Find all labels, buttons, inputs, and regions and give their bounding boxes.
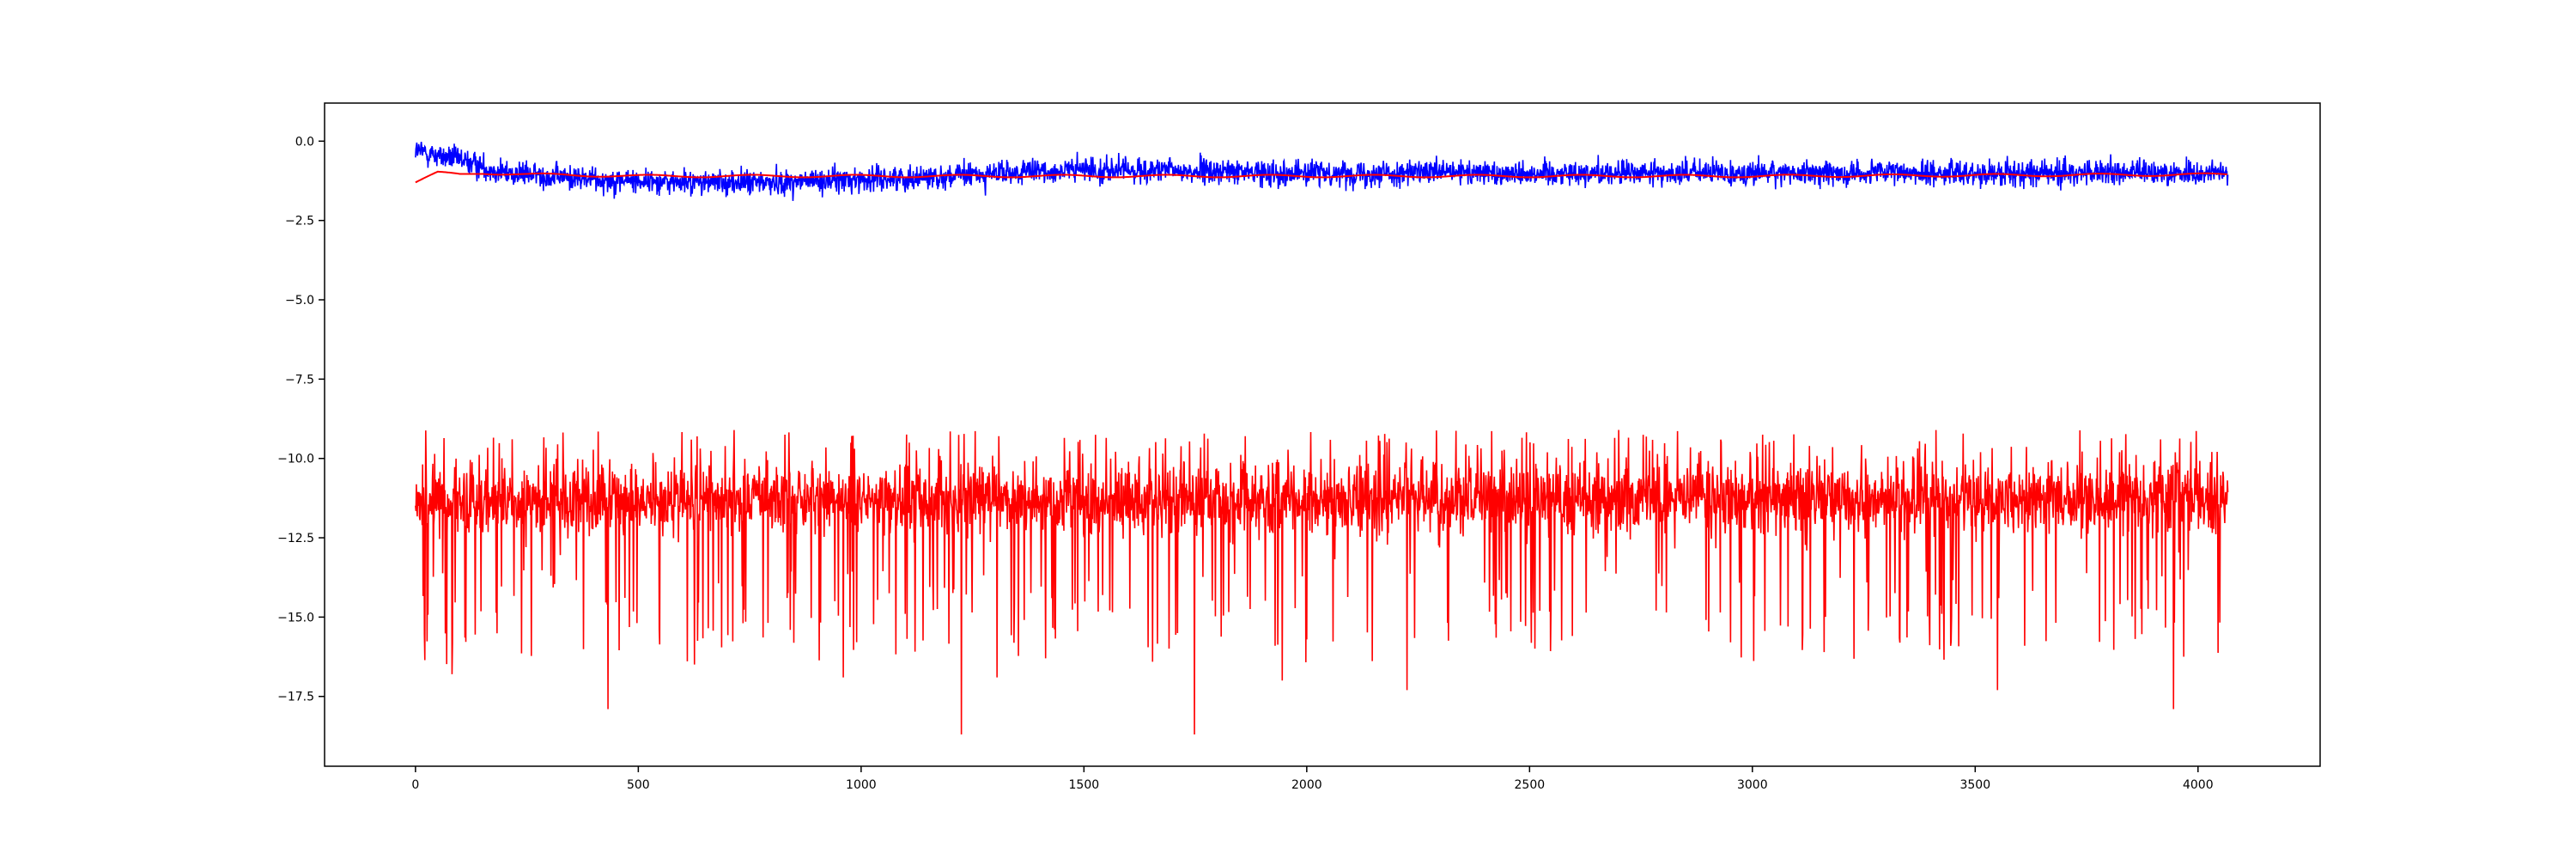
x-tick-label: 500 <box>627 778 650 792</box>
x-tick-label: 1500 <box>1069 778 1100 792</box>
y-tick-label: −5.0 <box>285 294 314 308</box>
y-tick-label: −2.5 <box>285 215 314 228</box>
y-tick-label: −7.5 <box>285 373 314 387</box>
y-tick-label: −10.0 <box>277 453 314 466</box>
x-tick-label: 2000 <box>1291 778 1322 792</box>
x-tick-label: 3000 <box>1737 778 1768 792</box>
y-tick-label: 0.0 <box>295 135 314 149</box>
x-tick-label: 2500 <box>1515 778 1546 792</box>
x-tick-label: 4000 <box>2183 778 2214 792</box>
series-red-line <box>415 430 2229 735</box>
y-tick-label: −17.5 <box>277 691 314 704</box>
ticks: 0 500 1000 1500 2000 2500 3000 3500 4000 0.0 −2.5 −… <box>277 135 2214 792</box>
y-tick-label: −12.5 <box>277 532 314 545</box>
plot-area <box>415 142 2229 735</box>
x-tick-label: 0 <box>411 778 419 792</box>
axes-frame <box>324 102 2321 767</box>
y-tick-label: −15.0 <box>277 611 314 624</box>
series-blue-line <box>415 142 2229 201</box>
x-tick-label: 1000 <box>846 778 877 792</box>
series-red-trend-line <box>415 170 2228 184</box>
x-tick-label: 3500 <box>1959 778 1990 792</box>
